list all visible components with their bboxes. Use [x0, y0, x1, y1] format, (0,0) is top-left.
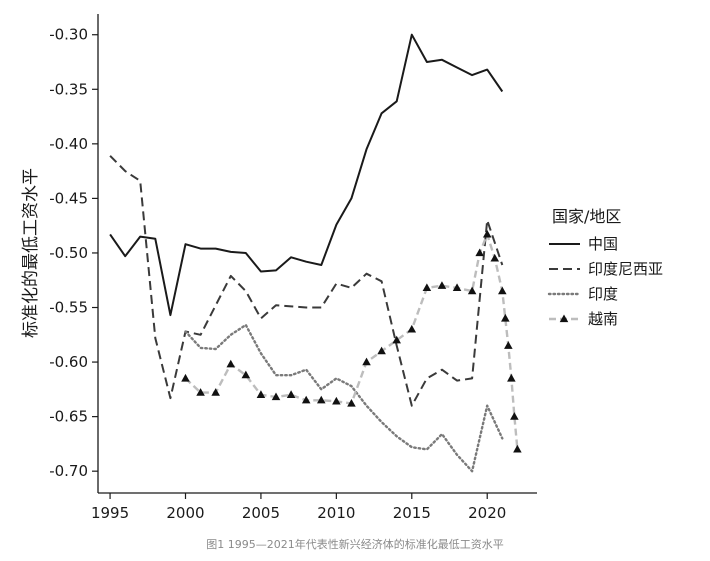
legend-item-india: 印度 — [547, 285, 618, 303]
figure-caption: 图1 1995—2021年代表性新兴经济体的标准化最低工资水平 — [206, 538, 504, 551]
point-marker-vietnam — [452, 283, 462, 292]
point-marker-vietnam — [501, 313, 510, 322]
point-marker-vietnam — [241, 370, 251, 379]
point-marker-vietnam — [226, 359, 236, 368]
point-marker-vietnam — [437, 281, 447, 289]
point-marker-vietnam — [347, 399, 356, 407]
series-line-indonesia — [109, 155, 504, 407]
legend-item-vietnam: 越南 — [549, 310, 618, 328]
series-layer — [109, 33, 522, 473]
point-marker-vietnam — [256, 390, 266, 398]
legend-marker-vietnam — [559, 314, 569, 323]
series-india — [184, 323, 504, 473]
point-marker-vietnam — [467, 286, 477, 295]
y-axis-title: 标准化的最低工资水平 — [21, 168, 41, 338]
line-chart: -0.30 -0.35 -0.40 -0.45 -0.50 -0.55 -0.60 -0.65… — [21, 14, 663, 522]
x-tick-label: 2010 — [317, 504, 355, 522]
point-marker-vietnam — [504, 341, 513, 349]
series-indonesia — [109, 155, 504, 407]
x-tick-label: 2015 — [393, 504, 431, 522]
point-marker-vietnam — [181, 373, 190, 382]
legend-label-indonesia: 印度尼西亚 — [588, 260, 663, 278]
y-tick-label: -0.30 — [49, 26, 88, 44]
point-marker-vietnam — [362, 357, 371, 366]
legend-item-china: 中国 — [549, 235, 618, 253]
x-tick-label: 2000 — [166, 504, 204, 522]
point-marker-vietnam — [377, 346, 386, 355]
y-tick-label: -0.35 — [49, 80, 88, 98]
point-marker-vietnam — [510, 412, 519, 420]
point-marker-vietnam — [332, 396, 341, 405]
point-marker-vietnam — [286, 390, 296, 398]
y-tick-label: -0.65 — [49, 408, 88, 426]
series-line-china — [109, 33, 504, 317]
point-marker-vietnam — [196, 388, 205, 396]
point-marker-vietnam — [271, 392, 281, 401]
y-tick-label: -0.60 — [49, 353, 88, 371]
y-ticks: -0.30 -0.35 -0.40 -0.45 -0.50 -0.55 -0.60 -0.65… — [49, 26, 98, 480]
legend-label-china: 中国 — [588, 235, 618, 253]
point-marker-vietnam — [507, 373, 516, 382]
x-tick-label: 2020 — [468, 504, 506, 522]
point-marker-vietnam — [498, 286, 507, 295]
y-tick-label: -0.40 — [49, 135, 88, 153]
point-marker-vietnam — [316, 395, 326, 404]
legend-item-indonesia: 印度尼西亚 — [549, 260, 663, 278]
x-tick-label: 2005 — [242, 504, 280, 522]
legend-label-india: 印度 — [588, 285, 618, 303]
y-tick-label: -0.70 — [49, 462, 88, 480]
series-china — [109, 33, 504, 317]
point-marker-vietnam — [392, 335, 401, 344]
point-marker-vietnam — [422, 283, 432, 292]
legend-label-vietnam: 越南 — [588, 310, 618, 328]
point-marker-vietnam — [490, 253, 500, 262]
point-marker-vietnam — [475, 248, 484, 257]
series-line-india — [184, 323, 504, 473]
point-marker-vietnam — [301, 395, 311, 404]
point-marker-vietnam — [407, 324, 417, 333]
point-marker-vietnam — [482, 229, 492, 238]
x-tick-label: 1995 — [91, 504, 129, 522]
legend-title: 国家/地区 — [552, 207, 621, 226]
series-line-vietnam — [184, 233, 519, 450]
y-tick-label: -0.50 — [49, 244, 88, 262]
y-tick-label: -0.45 — [49, 189, 88, 207]
point-marker-vietnam — [513, 444, 522, 453]
axes: -0.30 -0.35 -0.40 -0.45 -0.50 -0.55 -0.60 -0.65… — [49, 14, 537, 522]
point-marker-vietnam — [211, 388, 220, 396]
y-tick-label: -0.55 — [49, 299, 88, 317]
x-ticks: 1995 2000 2005 2010 2015 2020 — [91, 493, 506, 522]
series-vietnam — [181, 229, 522, 453]
